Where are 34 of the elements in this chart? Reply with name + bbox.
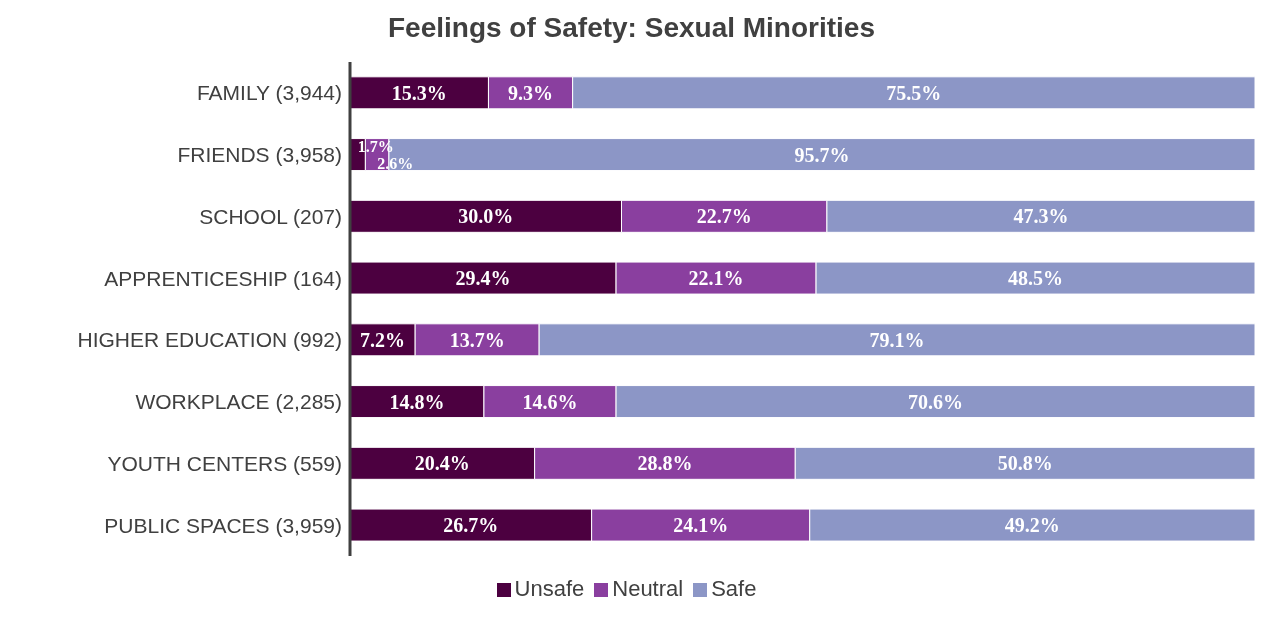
data-label: 75.5% — [886, 81, 942, 104]
data-label: 79.1% — [869, 328, 925, 351]
data-label: 47.3% — [1013, 205, 1069, 228]
data-label: 7.2% — [360, 328, 406, 351]
data-label: 9.3% — [508, 81, 554, 104]
legend-label: Neutral — [612, 576, 684, 601]
y-tick-label: WORKPLACE (2,285) — [135, 390, 342, 414]
y-tick-label: SCHOOL (207) — [199, 204, 342, 228]
y-tick-label: FAMILY (3,944) — [196, 81, 342, 105]
legend-label: Unsafe — [514, 576, 585, 601]
data-label: 95.7% — [794, 143, 850, 166]
data-label: 22.1% — [688, 267, 744, 290]
data-label: 24.1% — [673, 514, 729, 537]
y-tick-label: HIGHER EDUCATION (992) — [77, 328, 342, 352]
data-label: 14.6% — [522, 390, 578, 413]
y-tick-label: APPRENTICESHIP (164) — [104, 266, 342, 290]
data-label: 20.4% — [414, 452, 470, 475]
data-label: 48.5% — [1008, 267, 1064, 290]
data-label: 70.6% — [908, 390, 964, 413]
data-label: 30.0% — [458, 205, 514, 228]
y-tick-label: PUBLIC SPACES (3,959) — [104, 513, 342, 537]
data-label: 22.7% — [696, 205, 752, 228]
y-tick-label: FRIENDS (3,958) — [177, 143, 342, 167]
data-label: 14.8% — [389, 390, 445, 413]
data-label: 50.8% — [997, 452, 1053, 475]
legend-label: Safe — [711, 576, 757, 601]
data-label: 15.3% — [391, 81, 447, 104]
chart-title: Feelings of Safety: Sexual Minorities — [387, 12, 876, 44]
data-label: 13.7% — [449, 328, 505, 351]
data-label: 49.2% — [1004, 514, 1060, 537]
data-label: 26.7% — [443, 514, 499, 537]
y-tick-label: YOUTH CENTERS (559) — [107, 451, 342, 475]
data-label: 29.4% — [455, 267, 511, 290]
data-label: 28.8% — [637, 452, 693, 475]
